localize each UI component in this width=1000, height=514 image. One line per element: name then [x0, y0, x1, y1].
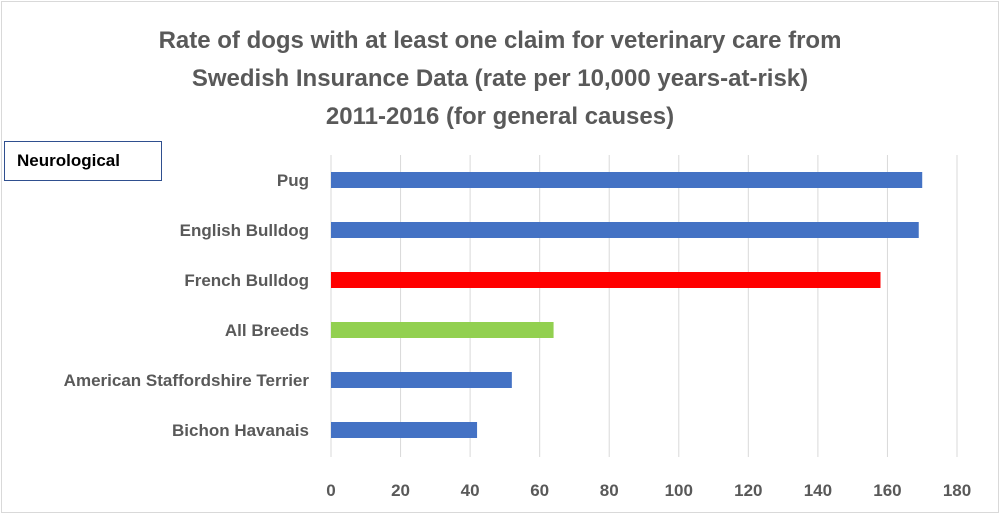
- bar-pug: [331, 172, 923, 188]
- category-label: English Bulldog: [180, 221, 309, 240]
- x-tick-labels: 0 20 40 60 80 100 120 140 160 180: [326, 481, 971, 500]
- gridlines: [330, 155, 958, 457]
- chart-title-line-2: Swedish Insurance Data (rate per 10,000 …: [191, 65, 809, 92]
- x-tick-label: 60: [530, 481, 549, 500]
- x-tick-label: 120: [734, 481, 762, 500]
- category-label: All Breeds: [225, 321, 309, 340]
- chart-title-line-1: Rate of dogs with at least one claim for…: [158, 27, 842, 54]
- bar-all-breeds: [331, 322, 554, 338]
- x-tick-label: 100: [665, 481, 693, 500]
- category-label-box: Neurological: [4, 141, 162, 181]
- x-tick-label: 40: [461, 481, 480, 500]
- chart-title-line-3: 2011-2016 (for general causes): [325, 103, 675, 130]
- x-tick-label: 160: [873, 481, 901, 500]
- chart-title: Rate of dogs with at least one claim for…: [0, 22, 1000, 136]
- category-label: Bichon Havanais: [172, 421, 309, 440]
- x-tick-label: 140: [804, 481, 832, 500]
- category-label: American Staffordshire Terrier: [64, 371, 310, 390]
- bar-american-staffordshire-terrier: [331, 372, 512, 388]
- x-tick-label: 20: [391, 481, 410, 500]
- category-labels: Pug English Bulldog French Bulldog All Bree…: [64, 171, 310, 440]
- bar-french-bulldog: [331, 272, 881, 288]
- x-tick-label: 180: [943, 481, 971, 500]
- bar-bichon-havanais: [331, 422, 478, 438]
- bars: [331, 172, 923, 438]
- category-label: Pug: [277, 171, 309, 190]
- x-tick-label: 0: [326, 481, 335, 500]
- category-label: French Bulldog: [184, 271, 309, 290]
- x-tick-label: 80: [600, 481, 619, 500]
- bar-english-bulldog: [331, 222, 919, 238]
